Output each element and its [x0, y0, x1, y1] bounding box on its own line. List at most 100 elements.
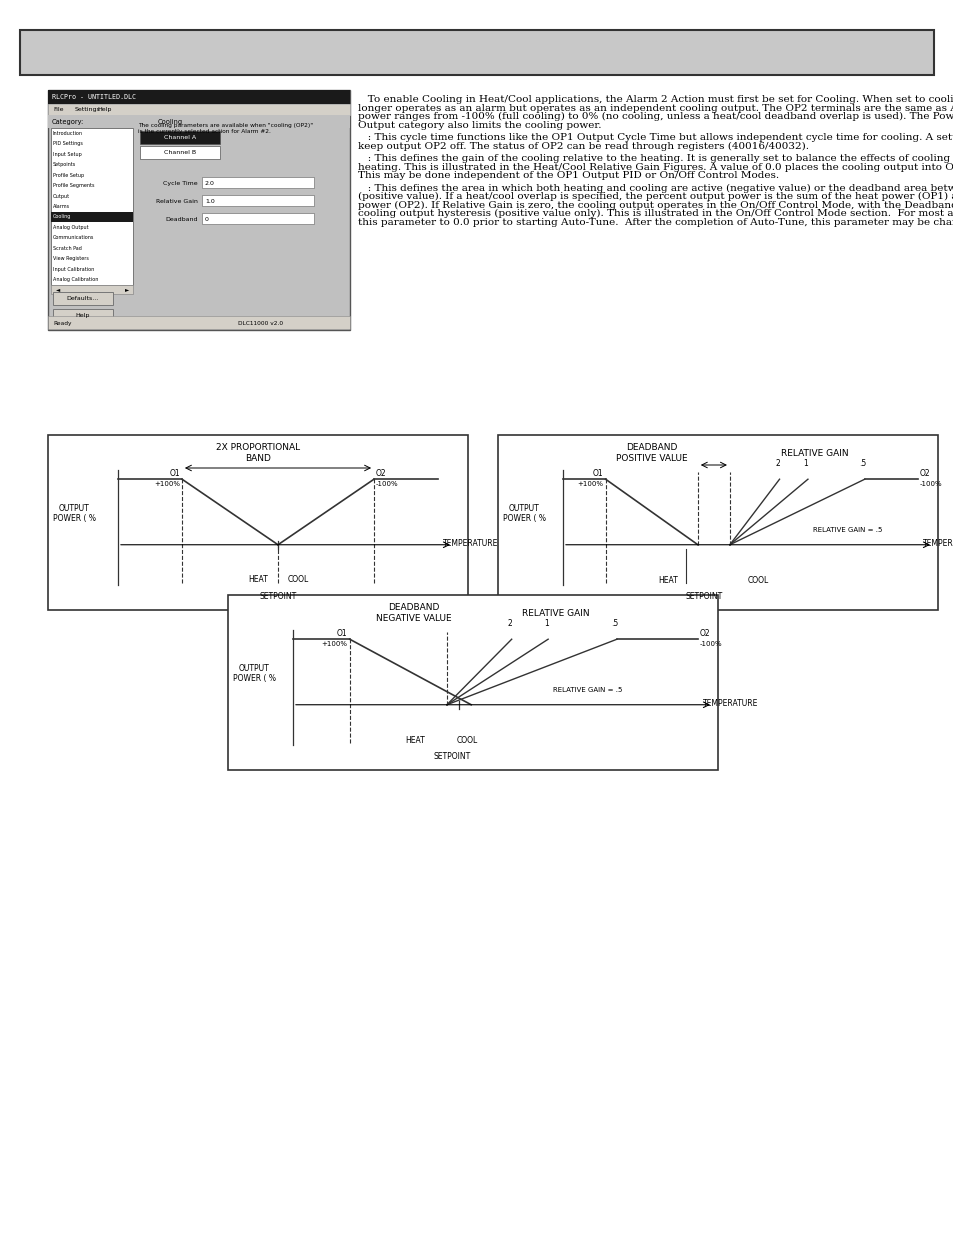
Text: TEMPERATURE: TEMPERATURE [702, 699, 758, 708]
Bar [51, 128, 132, 285]
Text: Cooling: Cooling [53, 215, 71, 220]
Bar [48, 435, 468, 610]
Text: DEADBAND: DEADBAND [626, 442, 677, 452]
Text: Help: Help [97, 107, 112, 112]
Text: Scratch Pad: Scratch Pad [53, 246, 82, 251]
Bar [48, 104, 350, 115]
Bar [51, 285, 132, 294]
Text: COOL: COOL [747, 576, 768, 584]
Text: RELATIVE GAIN = .5: RELATIVE GAIN = .5 [553, 687, 622, 693]
Text: 2X PROPORTIONAL: 2X PROPORTIONAL [215, 442, 300, 452]
Bar [48, 90, 350, 330]
Bar [202, 195, 314, 206]
Bar [53, 291, 112, 305]
Text: ◄: ◄ [56, 287, 60, 291]
Bar [140, 131, 220, 144]
Text: NEGATIVE VALUE: NEGATIVE VALUE [376, 614, 452, 622]
Bar [51, 211, 132, 222]
Text: COOL: COOL [456, 736, 477, 745]
Text: 2: 2 [775, 458, 780, 468]
Text: Input Setup: Input Setup [53, 152, 82, 157]
Text: keep output OP2 off. The status of OP2 can be read through registers (40016/4003: keep output OP2 off. The status of OP2 c… [357, 142, 808, 151]
Text: : This cycle time functions like the OP1 Output Cycle Time but allows independen: : This cycle time functions like the OP1… [357, 133, 953, 142]
Text: RLCPro - UNTITLED.DLC: RLCPro - UNTITLED.DLC [52, 94, 136, 100]
Text: O2: O2 [919, 469, 929, 478]
Text: OUTPUT
POWER ( %: OUTPUT POWER ( % [53, 504, 96, 524]
Text: Cycle Time: Cycle Time [163, 180, 198, 185]
Text: 2.0: 2.0 [205, 180, 214, 185]
Text: Relative Gain: Relative Gain [156, 199, 198, 204]
Text: Cooling: Cooling [158, 119, 183, 125]
Bar [53, 309, 112, 322]
Text: Input Calibration: Input Calibration [53, 267, 94, 272]
Text: SETPOINT: SETPOINT [259, 592, 296, 600]
Text: To enable Cooling in Heat/Cool applications, the Alarm 2 Action must first be se: To enable Cooling in Heat/Cool applicati… [357, 95, 953, 104]
Text: this parameter to 0.0 prior to starting Auto-Tune.  After the completion of Auto: this parameter to 0.0 prior to starting … [357, 217, 953, 226]
Text: 2: 2 [507, 619, 512, 627]
Text: +100%: +100% [321, 641, 347, 647]
Text: This may be done independent of the OP1 Output PID or On/Off Control Modes.: This may be done independent of the OP1 … [357, 170, 779, 180]
Bar [228, 595, 718, 769]
Text: +100%: +100% [577, 482, 603, 487]
Text: Setpoints: Setpoints [53, 162, 76, 167]
Text: O2: O2 [700, 629, 710, 637]
Text: RELATIVE GAIN: RELATIVE GAIN [522, 609, 590, 618]
Text: .5: .5 [611, 619, 618, 627]
Text: Channel B: Channel B [164, 149, 196, 156]
Text: Analog Output: Analog Output [53, 225, 89, 230]
Text: -100%: -100% [919, 482, 942, 487]
Text: -100%: -100% [375, 482, 398, 487]
Bar [202, 212, 314, 224]
Text: OUTPUT
POWER ( %: OUTPUT POWER ( % [233, 664, 275, 683]
Text: The cooling parameters are available when "cooling (OP2)"
is the currently selec: The cooling parameters are available whe… [138, 124, 313, 133]
Text: DLC11000 v2.0: DLC11000 v2.0 [237, 321, 283, 326]
Text: Communications: Communications [53, 236, 94, 241]
Bar [48, 115, 350, 128]
Text: SETPOINT: SETPOINT [433, 752, 470, 761]
Text: +100%: +100% [153, 482, 180, 487]
Text: heating. This is illustrated in the Heat/Cool Relative Gain Figures. A value of : heating. This is illustrated in the Heat… [357, 163, 953, 172]
Text: cooling output hysteresis (positive value only). This is illustrated in the On/O: cooling output hysteresis (positive valu… [357, 209, 953, 219]
Text: O1: O1 [336, 629, 347, 637]
Text: 1: 1 [543, 619, 548, 627]
Text: (positive value). If a heat/cool overlap is specified, the percent output power : (positive value). If a heat/cool overlap… [357, 191, 953, 201]
Text: O2: O2 [375, 469, 386, 478]
Text: HEAT: HEAT [248, 574, 268, 583]
Text: RELATIVE GAIN: RELATIVE GAIN [781, 448, 848, 457]
Text: -100%: -100% [700, 641, 721, 647]
Bar [20, 30, 933, 75]
Text: Deadband: Deadband [165, 216, 198, 221]
Text: 0: 0 [205, 216, 209, 221]
Text: RELATIVE GAIN = .5: RELATIVE GAIN = .5 [812, 527, 882, 532]
Text: Profile Segments: Profile Segments [53, 183, 94, 188]
Text: TEMPERATURE: TEMPERATURE [923, 540, 953, 548]
Bar [497, 435, 937, 610]
Bar [140, 146, 220, 159]
Bar [48, 90, 350, 104]
Text: power ranges from -100% (full cooling) to 0% (no cooling, unless a heat/cool dea: power ranges from -100% (full cooling) t… [357, 112, 953, 121]
Text: Output: Output [53, 194, 71, 199]
Text: BAND: BAND [245, 453, 271, 462]
Text: POSITIVE VALUE: POSITIVE VALUE [616, 453, 687, 462]
Text: Channel A: Channel A [164, 135, 196, 140]
Text: power (OP2). If Relative Gain is zero, the cooling output operates in the On/Off: power (OP2). If Relative Gain is zero, t… [357, 200, 953, 210]
Bar [48, 316, 350, 329]
Text: DEADBAND: DEADBAND [388, 603, 439, 611]
Text: PID Settings: PID Settings [53, 141, 83, 146]
Text: COOL: COOL [287, 574, 309, 583]
Text: Analog Calibration: Analog Calibration [53, 278, 98, 283]
Bar [202, 177, 314, 188]
Text: Output category also limits the cooling power.: Output category also limits the cooling … [357, 121, 601, 130]
Text: ►: ► [125, 287, 129, 291]
Text: Category:: Category: [52, 119, 84, 125]
Text: View Registers: View Registers [53, 257, 89, 262]
Text: Help: Help [75, 312, 91, 317]
Text: OUTPUT
POWER ( %: OUTPUT POWER ( % [502, 504, 545, 524]
Text: Ready: Ready [53, 321, 71, 326]
Text: Profile Setup: Profile Setup [53, 173, 84, 178]
Text: Alarms: Alarms [53, 204, 71, 209]
Text: HEAT: HEAT [405, 736, 424, 745]
Text: Defaults...: Defaults... [67, 296, 99, 301]
Text: File: File [53, 107, 64, 112]
Text: HEAT: HEAT [658, 576, 678, 584]
